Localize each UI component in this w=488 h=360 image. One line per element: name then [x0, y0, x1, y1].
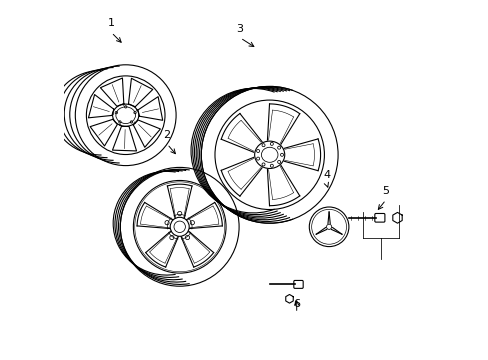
Text: 5: 5 [382, 186, 388, 196]
Text: 4: 4 [323, 170, 329, 180]
Text: 1: 1 [107, 18, 115, 28]
Text: 2: 2 [163, 130, 170, 140]
Text: 3: 3 [236, 24, 243, 34]
Text: 6: 6 [293, 299, 300, 309]
